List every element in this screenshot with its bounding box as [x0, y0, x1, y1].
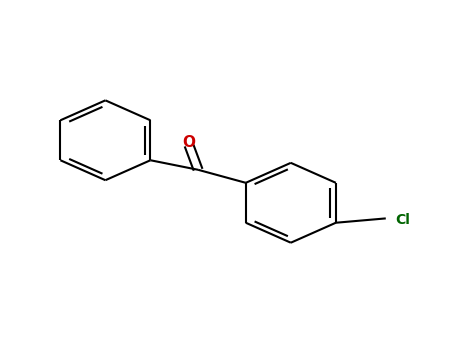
Text: O: O	[182, 134, 196, 149]
Text: Cl: Cl	[395, 213, 410, 227]
